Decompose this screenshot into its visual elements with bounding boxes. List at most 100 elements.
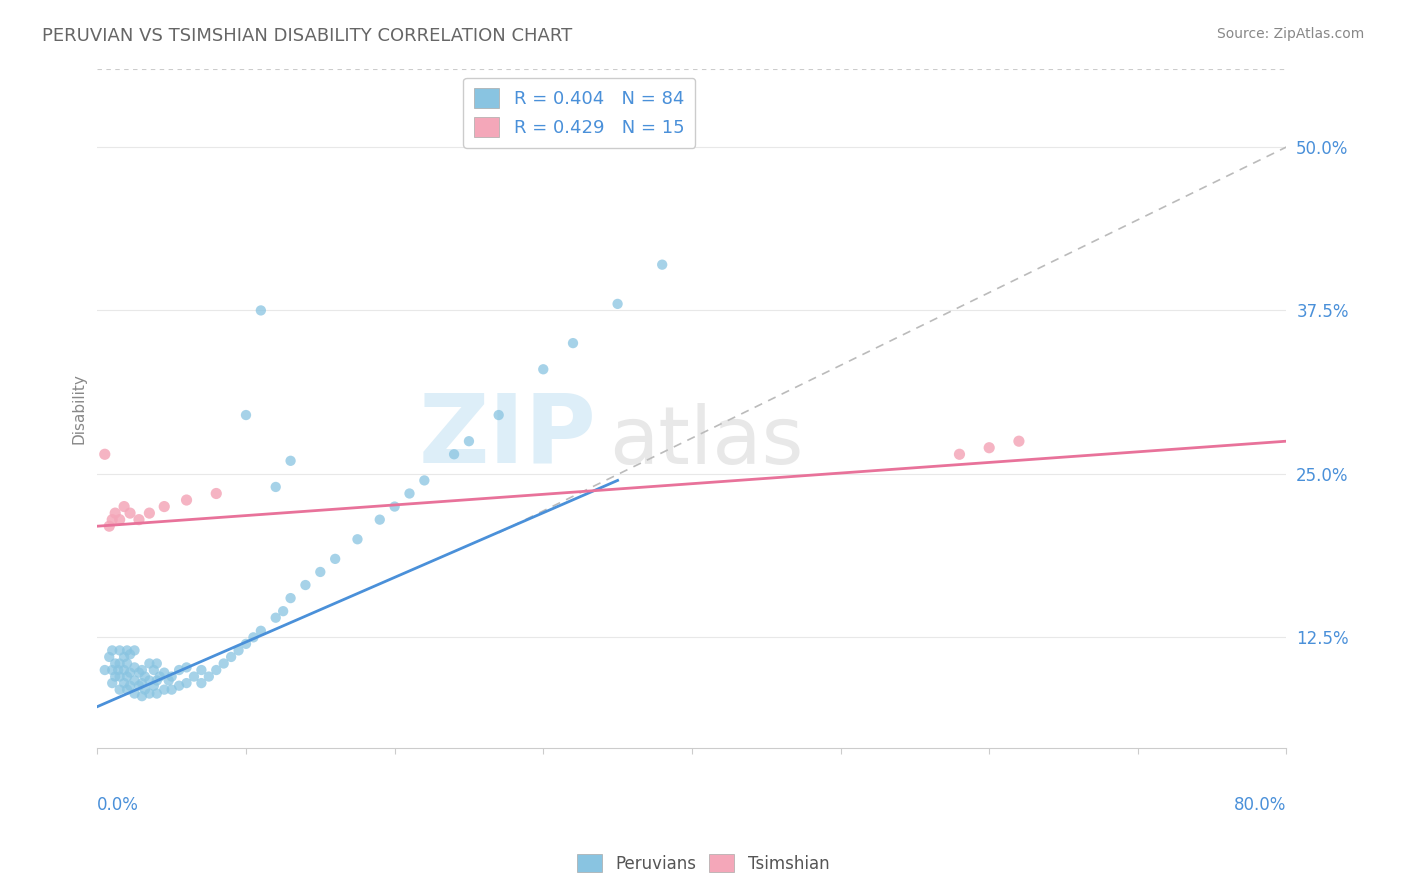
Point [138, 506, 160, 520]
Point [112, 663, 135, 677]
Text: PERUVIAN VS TSIMSHIAN DISABILITY CORRELATION CHART: PERUVIAN VS TSIMSHIAN DISABILITY CORRELA… [42, 27, 572, 45]
Point [124, 643, 146, 657]
Point [108, 669, 131, 683]
Point [128, 679, 150, 693]
Point [264, 480, 287, 494]
Point [118, 665, 141, 680]
Point [280, 454, 302, 468]
Point [142, 663, 165, 677]
Point [115, 682, 138, 697]
Point [115, 657, 138, 671]
Point [235, 637, 257, 651]
Text: atlas: atlas [609, 403, 803, 482]
Point [198, 669, 221, 683]
Point [167, 663, 190, 677]
Point [242, 630, 264, 644]
Point [101, 513, 124, 527]
Point [346, 533, 368, 547]
Point [134, 682, 156, 697]
Point [94, 663, 117, 677]
Point [101, 643, 124, 657]
Point [153, 500, 176, 514]
Point [280, 591, 302, 606]
Point [149, 669, 172, 683]
Point [562, 336, 585, 351]
Point [138, 673, 160, 688]
Point [160, 682, 183, 697]
Legend: R = 0.404   N = 84, R = 0.429   N = 15: R = 0.404 N = 84, R = 0.429 N = 15 [463, 78, 695, 148]
Y-axis label: Disability: Disability [72, 373, 86, 444]
Point [368, 513, 391, 527]
Point [134, 669, 156, 683]
Point [124, 660, 146, 674]
Point [398, 486, 420, 500]
Point [104, 506, 127, 520]
Point [488, 408, 510, 422]
Point [979, 441, 1001, 455]
Point [108, 657, 131, 671]
Point [212, 657, 235, 671]
Point [1008, 434, 1031, 449]
Point [384, 500, 406, 514]
Point [153, 665, 176, 680]
Point [606, 297, 628, 311]
Point [531, 362, 554, 376]
Point [112, 649, 135, 664]
Point [98, 649, 121, 664]
Point [250, 303, 273, 318]
Point [108, 513, 131, 527]
Point [128, 665, 150, 680]
Point [146, 657, 169, 671]
Point [104, 657, 127, 671]
Point [205, 486, 228, 500]
Point [205, 663, 228, 677]
Point [146, 673, 169, 688]
Point [948, 447, 970, 461]
Text: 80.0%: 80.0% [1234, 796, 1286, 814]
Legend: Peruvians, Tsimshian: Peruvians, Tsimshian [569, 847, 837, 880]
Point [115, 643, 138, 657]
Point [183, 669, 205, 683]
Point [128, 513, 150, 527]
Point [190, 663, 212, 677]
Point [112, 500, 135, 514]
Point [107, 663, 129, 677]
Point [108, 643, 131, 657]
Text: ZIP: ZIP [419, 389, 596, 483]
Point [271, 604, 294, 618]
Point [250, 624, 273, 638]
Text: Source: ZipAtlas.com: Source: ZipAtlas.com [1216, 27, 1364, 41]
Point [651, 258, 673, 272]
Point [294, 578, 316, 592]
Point [131, 676, 153, 690]
Point [146, 687, 169, 701]
Point [101, 676, 124, 690]
Point [176, 676, 198, 690]
Point [160, 669, 183, 683]
Point [190, 676, 212, 690]
Point [115, 669, 138, 683]
Point [157, 673, 180, 688]
Point [124, 687, 146, 701]
Point [153, 682, 176, 697]
Point [176, 660, 198, 674]
Point [131, 689, 153, 703]
Point [309, 565, 332, 579]
Point [167, 679, 190, 693]
Point [323, 552, 346, 566]
Point [443, 447, 465, 461]
Point [108, 682, 131, 697]
Point [124, 673, 146, 688]
Point [228, 643, 250, 657]
Point [118, 679, 141, 693]
Point [94, 447, 117, 461]
Point [138, 687, 160, 701]
Point [458, 434, 481, 449]
Point [101, 663, 124, 677]
Point [176, 493, 198, 508]
Point [138, 657, 160, 671]
Point [98, 519, 121, 533]
Point [131, 663, 153, 677]
Point [235, 408, 257, 422]
Point [219, 649, 242, 664]
